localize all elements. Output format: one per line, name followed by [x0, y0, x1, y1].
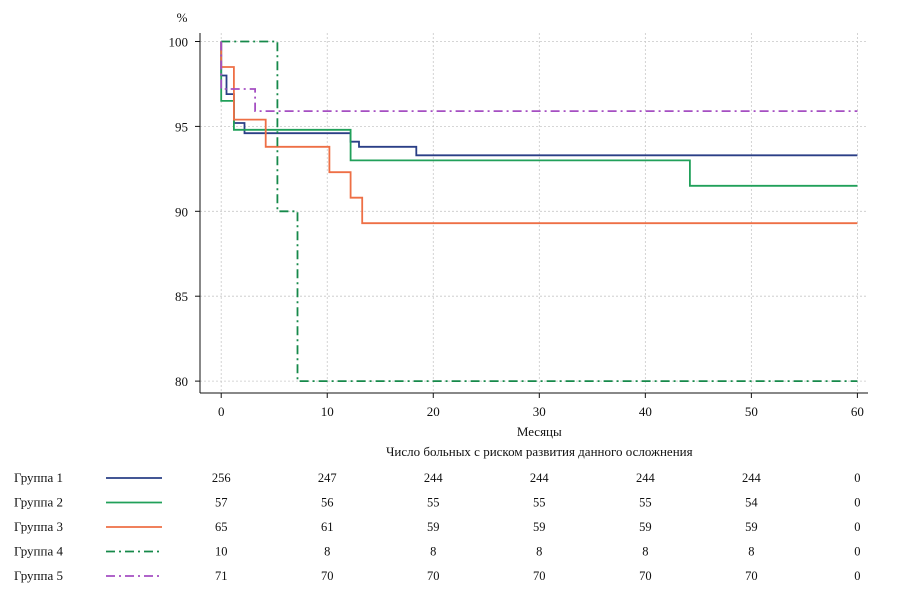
risk-cell: 55	[639, 496, 652, 510]
risk-cell: 8	[642, 545, 648, 559]
risk-cell: 256	[212, 471, 231, 485]
risk-cell: 10	[215, 545, 228, 559]
risk-cell: 70	[745, 569, 758, 583]
x-tick-label: 20	[427, 404, 440, 419]
risk-cell: 59	[639, 520, 652, 534]
risk-cell: 0	[854, 545, 860, 559]
survival-curve	[220, 41, 858, 225]
y-tick-label: 100	[169, 34, 189, 49]
axes	[199, 33, 868, 394]
risk-cell: 55	[427, 496, 440, 510]
risk-cell: 244	[424, 471, 444, 485]
risk-cell: 55	[533, 496, 546, 510]
risk-cell: 0	[854, 496, 860, 510]
risk-cell: 244	[636, 471, 656, 485]
risk-table-title: Число больных с риском развития данного …	[386, 444, 693, 459]
risk-cell: 59	[745, 520, 758, 534]
risk-cell: 244	[742, 471, 762, 485]
risk-row-label: Группа 1	[14, 470, 63, 485]
risk-row-label: Группа 5	[14, 568, 63, 583]
risk-cell: 0	[854, 471, 860, 485]
risk-cell: 0	[854, 569, 860, 583]
risk-cell: 244	[530, 471, 550, 485]
x-tick-label: 30	[533, 404, 546, 419]
risk-cell: 70	[321, 569, 334, 583]
risk-cell: 8	[748, 545, 754, 559]
x-tick-label: 50	[745, 404, 758, 419]
risk-cell: 0	[854, 520, 860, 534]
risk-cell: 71	[215, 569, 228, 583]
x-tick-label: 60	[851, 404, 864, 419]
risk-cell: 247	[318, 471, 337, 485]
survival-curve	[220, 41, 858, 157]
survival-curve	[220, 41, 858, 112]
x-axis-label: Месяцы	[517, 424, 562, 439]
risk-row-label: Группа 2	[14, 495, 63, 510]
risk-cell: 70	[639, 569, 652, 583]
x-tick-label: 10	[321, 404, 334, 419]
risk-row-label: Группа 4	[14, 544, 63, 559]
risk-cell: 54	[745, 496, 758, 510]
survival-curve	[220, 41, 858, 187]
risk-cell: 59	[533, 520, 546, 534]
risk-cell: 8	[536, 545, 542, 559]
risk-cell: 70	[533, 569, 546, 583]
risk-cell: 56	[321, 496, 334, 510]
x-tick-label: 0	[218, 404, 225, 419]
risk-cell: 57	[215, 496, 228, 510]
risk-table: Группа 1 256 247 244 244 244 244 0 Группа 2 57 56 5…	[14, 470, 861, 583]
x-tick-label: 40	[639, 404, 652, 419]
x-axis-ticks: 0 10 20 30 40 50 60	[218, 393, 864, 419]
survival-curves	[220, 40, 858, 382]
risk-cell: 70	[427, 569, 440, 583]
risk-cell: 65	[215, 520, 228, 534]
risk-cell: 59	[427, 520, 440, 534]
grid-lines	[200, 33, 868, 393]
survival-curve	[221, 40, 858, 382]
y-tick-label: 90	[175, 204, 188, 219]
y-tick-label: 95	[175, 119, 188, 134]
y-tick-label: 80	[175, 374, 188, 389]
y-tick-label: 85	[175, 289, 188, 304]
y-axis-ticks: 80 85 90 95 100	[169, 34, 200, 389]
risk-cell: 8	[430, 545, 436, 559]
risk-cell: 8	[324, 545, 330, 559]
risk-row-label: Группа 3	[14, 519, 63, 534]
risk-cell: 61	[321, 520, 334, 534]
y-axis-label: %	[177, 10, 188, 25]
